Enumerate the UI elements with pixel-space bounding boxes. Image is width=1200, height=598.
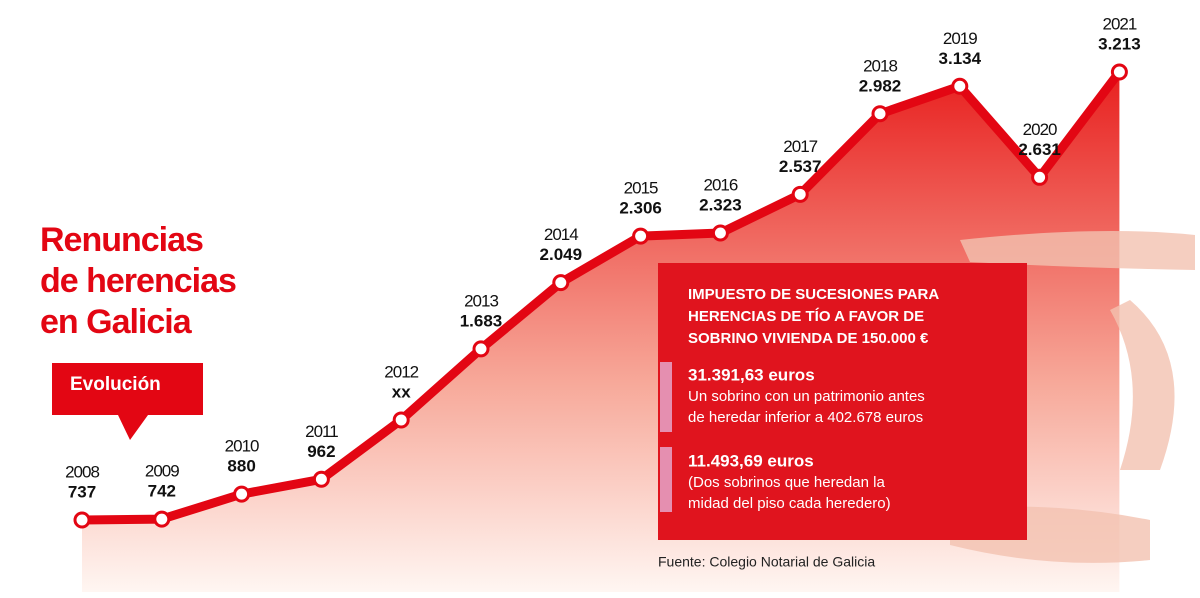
x-label: 2013 (464, 291, 498, 310)
info-heading: HERENCIAS DE TÍO A FAVOR DE (688, 308, 924, 325)
info-marker (660, 362, 672, 432)
info-amount: 11.493,69 euros (688, 451, 814, 470)
point (233, 485, 251, 503)
x-label: 2011 (305, 422, 338, 441)
point (153, 510, 171, 528)
tag: Evolución (70, 374, 161, 395)
point (392, 411, 410, 429)
value-label: 2.982 (859, 76, 902, 95)
point (312, 470, 330, 488)
info-text: de heredar inferior a 402.678 euros (688, 409, 923, 426)
point (791, 185, 809, 203)
value-label: xx (392, 382, 411, 401)
info-text: (Dos sobrinos que heredan la (688, 474, 885, 491)
point (552, 274, 570, 292)
value-label: 1.683 (460, 311, 503, 330)
x-label: 2009 (145, 462, 179, 481)
point (871, 105, 889, 123)
info-heading: IMPUESTO DE SUCESIONES PARA (688, 286, 939, 303)
x-label: 2016 (703, 176, 737, 195)
x-label: 2014 (544, 225, 578, 244)
chart-title: Renuncias (40, 221, 203, 259)
value-label: 742 (148, 482, 176, 501)
info-text: Un sobrino con un patrimonio antes (688, 388, 925, 405)
point (1110, 63, 1128, 81)
chart-title: de herencias (40, 262, 236, 300)
tag-bubble (52, 363, 203, 440)
value-label: 3.213 (1098, 34, 1141, 53)
info-box (658, 263, 1027, 540)
x-label: 2008 (65, 462, 99, 481)
point (472, 340, 490, 358)
x-label: 2018 (863, 56, 897, 75)
point (632, 227, 650, 245)
hands-illustration (950, 231, 1195, 563)
source: Fuente: Colegio Notarial de Galicia (658, 554, 875, 570)
chart-title: en Galicia (40, 303, 193, 341)
value-label: 2.049 (540, 245, 583, 264)
value-label: 2.306 (619, 199, 662, 218)
x-label: 2019 (943, 29, 977, 48)
value-label: 2.323 (699, 196, 742, 215)
x-label: 2010 (225, 437, 259, 456)
value-label: 3.134 (939, 49, 982, 68)
point (711, 224, 729, 242)
info-marker (660, 447, 672, 512)
info-heading: SOBRINO VIVIENDA DE 150.000 € (688, 330, 929, 347)
info-amount: 31.391,63 euros (688, 365, 815, 384)
value-label: 737 (68, 482, 96, 501)
value-label: 2.631 (1018, 140, 1061, 159)
point (1031, 168, 1049, 186)
info-text: midad del piso cada heredero) (688, 495, 891, 512)
line (81, 69, 1123, 525)
x-label: 2021 (1102, 14, 1136, 33)
value-label: 880 (227, 457, 255, 476)
x-label: 2017 (783, 137, 817, 156)
x-label: 2020 (1023, 120, 1057, 139)
value-label: 962 (307, 442, 335, 461)
x-label: 2012 (384, 362, 418, 381)
value-label: 2.537 (779, 157, 822, 176)
point (73, 511, 91, 529)
x-label: 2015 (624, 179, 658, 198)
point (951, 77, 969, 95)
